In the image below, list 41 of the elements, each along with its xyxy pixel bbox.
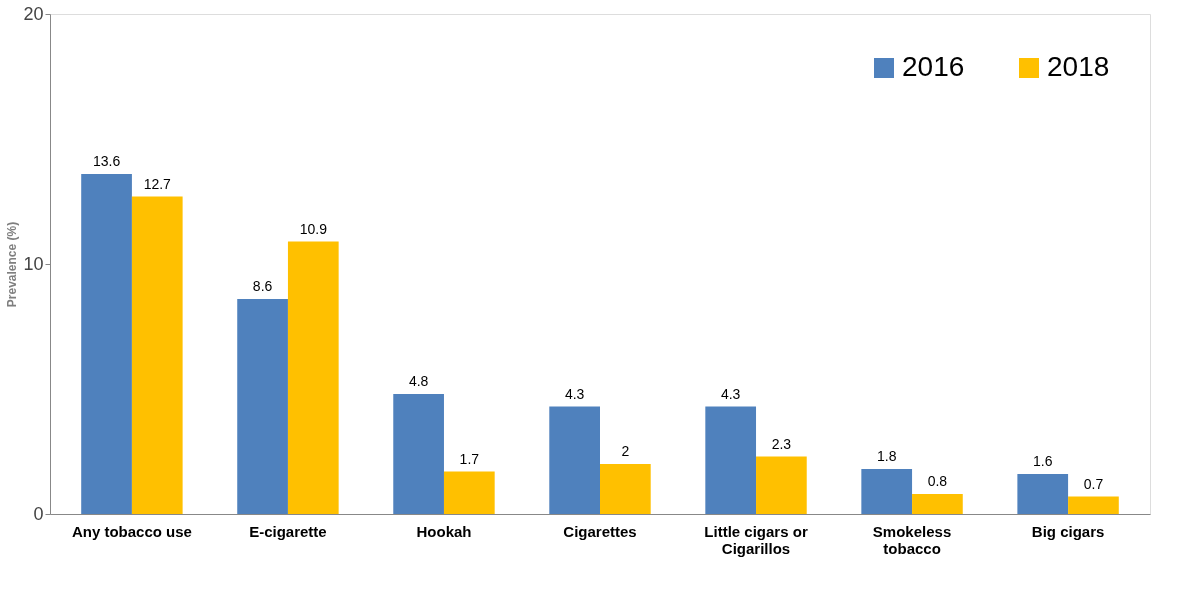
data-label: 4.3: [720, 385, 741, 402]
x-tick-label: Little cigars or Cigarillos: [704, 522, 808, 557]
bar: [81, 174, 132, 514]
data-label: 2.3: [771, 435, 792, 452]
bar: [600, 464, 651, 514]
bar: [912, 494, 963, 514]
bar: [1068, 496, 1119, 514]
bar: [549, 406, 600, 514]
data-label: 1.6: [1033, 453, 1053, 469]
data-label: 0.8: [927, 473, 948, 489]
bar: [287, 241, 339, 514]
x-tick-label: Any tobacco use: [71, 522, 192, 540]
bar: [443, 471, 495, 514]
x-tick-label: Cigarettes: [563, 522, 637, 540]
data-label: 8.6: [252, 278, 273, 294]
x-tick-label: E-cigarette: [249, 522, 327, 540]
y-tick-label: 10: [23, 253, 44, 274]
data-label: 4.3: [564, 385, 585, 402]
x-tick-label: Big cigars: [1031, 522, 1105, 540]
data-label: 12.7: [143, 175, 172, 192]
y-tick-label: 20: [23, 3, 44, 24]
data-label: 1.8: [876, 448, 897, 464]
legend-label: 2016: [902, 51, 965, 82]
legend-label: 2018: [1047, 51, 1110, 82]
bar: [861, 469, 913, 514]
bar: [705, 406, 757, 514]
bar: [393, 394, 444, 514]
data-label: 0.7: [1083, 475, 1104, 492]
bar: [237, 299, 288, 514]
x-tick-label: Smokeless tobacco: [872, 522, 952, 557]
data-label: 10.9: [299, 220, 328, 237]
x-tick-label: Hookah: [416, 522, 472, 540]
data-label: 2: [621, 443, 630, 459]
bar: [756, 456, 807, 514]
data-label: 4.8: [408, 373, 429, 389]
y-tick-label: 0: [33, 503, 44, 524]
bar: [131, 196, 183, 514]
bar: [1017, 474, 1069, 514]
y-axis-title: Prevalence (%): [5, 221, 20, 308]
data-label: 13.6: [92, 153, 121, 169]
data-label: 1.7: [459, 450, 480, 467]
